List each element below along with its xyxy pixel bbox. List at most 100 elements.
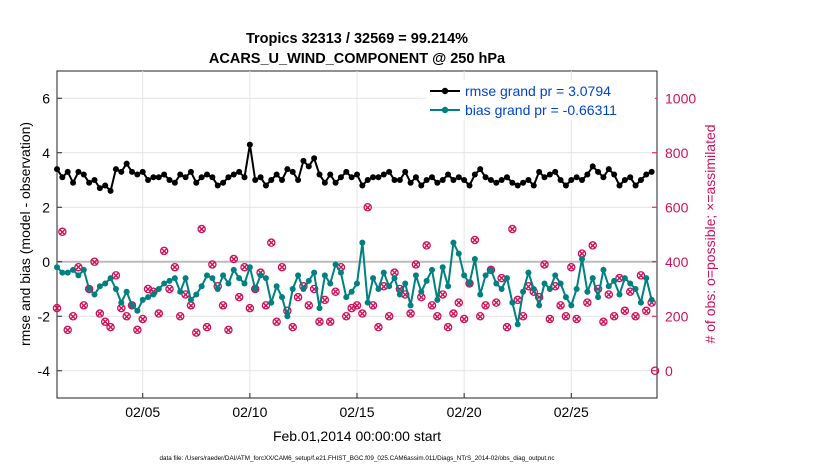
obs-possible-point [342, 311, 351, 321]
legend-rmse-marker [441, 87, 449, 95]
y-axis-label: rmse and bias (model - observation) [17, 122, 33, 346]
obs-possible-point [325, 317, 335, 326]
obs-assimilated-point: × [578, 246, 586, 261]
rmse-point [375, 174, 382, 181]
obs-assimilated-point: × [117, 301, 125, 316]
y2-tick-label: 1000 [665, 90, 696, 106]
rmse-point [412, 174, 419, 181]
rmse-point [643, 171, 650, 178]
bias-point [155, 286, 162, 292]
bias-point [471, 256, 478, 263]
rmse-point [86, 179, 93, 186]
obs-possible-point [368, 301, 378, 310]
obs-possible-point [261, 301, 271, 310]
bias-point [536, 302, 543, 309]
bias-point [579, 256, 585, 263]
rmse-point [429, 174, 435, 181]
legend-box [425, 80, 655, 120]
bias-point [611, 277, 618, 284]
obs-possible-point [433, 311, 442, 321]
bias-point [477, 291, 484, 298]
obs-assimilated-point: × [396, 282, 404, 297]
obs-assimilated-point: × [380, 279, 388, 294]
bias-point [552, 272, 559, 279]
bias-point [396, 291, 403, 298]
obs-assimilated-point: × [316, 314, 324, 329]
bias-point [568, 302, 575, 309]
x-tick-label: 02/15 [339, 404, 374, 420]
footer-data-file: data file: /Users/raeder/DAI/ATM_forcXX/… [159, 455, 554, 462]
obs-assimilated-point: × [594, 282, 602, 297]
rmse-point [54, 166, 60, 173]
rmse-point [648, 168, 655, 175]
bias-point [107, 275, 114, 282]
obs-possible-point [545, 314, 555, 324]
obs-possible-point [599, 317, 608, 326]
x-axis-label: Feb.01,2014 00:00:00 start [273, 428, 441, 444]
obs-assimilated-point: × [557, 298, 565, 313]
rmse-point [145, 177, 152, 183]
rmse-point [354, 171, 360, 178]
obs-assimilated-point: × [412, 257, 420, 272]
rmse-point [562, 182, 569, 189]
rmse-point [439, 177, 446, 183]
obs-possible-point [486, 265, 496, 275]
rmse-point [257, 174, 264, 181]
bias-point [429, 266, 435, 273]
obs-assimilated-point: × [359, 306, 367, 321]
y-tick-label: 4 [42, 145, 50, 161]
bias-point [643, 275, 650, 282]
obs-assimilated-point: × [439, 287, 447, 302]
obs-possible-point [95, 309, 105, 318]
rmse-point [123, 160, 130, 167]
rmse-point [214, 182, 221, 189]
rmse-point [595, 168, 602, 175]
obs-possible-point [508, 224, 517, 234]
bias-point [96, 283, 103, 290]
bias-point [187, 296, 194, 303]
x-tick-label: 02/20 [447, 404, 482, 420]
rmse-point [466, 182, 473, 189]
obs-assimilated-point: × [450, 306, 458, 321]
obs-possible-point [90, 257, 99, 266]
obs-possible-point [475, 311, 485, 321]
obs-possible-point [572, 314, 581, 324]
obs-possible-point [234, 292, 244, 302]
bias-point [391, 275, 398, 282]
bias-point [289, 286, 296, 292]
obs-assimilated-point: × [573, 311, 581, 326]
bias-point [343, 294, 350, 301]
bias-point [102, 280, 109, 287]
bias-point [80, 266, 87, 273]
obs-possible-point [374, 322, 383, 332]
rmse-point [348, 174, 355, 181]
bias-point [129, 302, 135, 309]
rmse-point [107, 187, 114, 194]
legend: rmse grand pr = 3.0794 bias grand pr = -… [425, 80, 655, 120]
obs-possible-point [175, 311, 185, 321]
obs-possible-point [620, 306, 630, 316]
rmse-point [337, 174, 344, 181]
bias-point [246, 264, 253, 271]
rmse-point [434, 179, 441, 186]
bias-point [439, 264, 446, 271]
obs-assimilated-point: × [139, 311, 147, 326]
obs-possible-point [192, 328, 201, 337]
obs-assimilated-point: × [471, 232, 479, 247]
obs-assimilated-point: × [514, 292, 522, 307]
bias-point [70, 266, 77, 273]
obs-assimilated-point: × [112, 268, 120, 283]
obs-possible-point [63, 325, 72, 335]
rmse-point [498, 177, 505, 183]
rmse-point [241, 174, 248, 181]
rmse-point [402, 168, 409, 175]
obs-possible-point [561, 311, 571, 321]
obs-assimilated-point: × [294, 290, 302, 305]
bias-point [177, 288, 184, 295]
rmse-point [380, 171, 387, 178]
rmse-point [391, 177, 398, 183]
bias-point [407, 302, 414, 309]
bias-point [530, 286, 537, 292]
rmse-point [139, 168, 146, 175]
